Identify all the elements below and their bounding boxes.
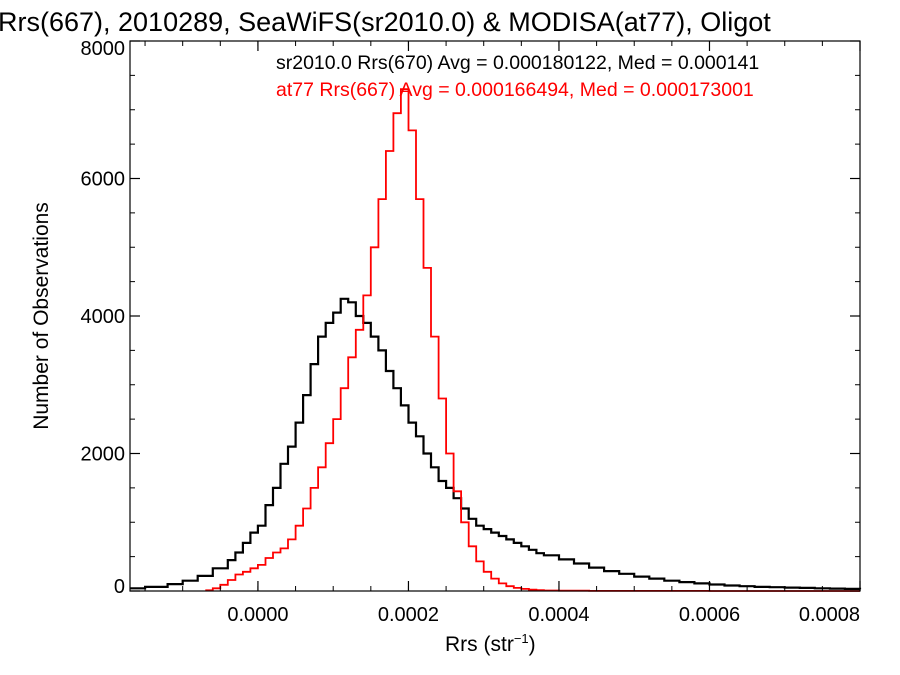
y-axis-label: Number of Observations bbox=[30, 202, 53, 430]
y-ticks: 0 2000 4000 6000 8000 bbox=[81, 38, 860, 598]
x-tick-label: 0.0002 bbox=[378, 604, 439, 626]
series-line-0 bbox=[130, 297, 862, 590]
legend: sr2010.0 Rrs(670) Avg = 0.000180122, Med… bbox=[276, 52, 759, 101]
x-tick-label: 0.0008 bbox=[799, 604, 860, 626]
y-tick-label: 6000 bbox=[81, 169, 126, 191]
x-tick-label: 0.0004 bbox=[528, 604, 589, 626]
plot-series bbox=[130, 88, 862, 592]
x-tick-label: 0.0006 bbox=[679, 604, 740, 626]
x-axis-label: Rrs (str−1) bbox=[445, 631, 536, 656]
legend-entry: at77 Rrs(667) Avg = 0.000166494, Med = 0… bbox=[276, 79, 754, 101]
series-line-1 bbox=[205, 88, 860, 592]
x-axis-label-main: Rrs (str bbox=[445, 633, 514, 656]
y-tick-label: 0 bbox=[114, 576, 125, 598]
y-tick-label: 4000 bbox=[81, 306, 126, 328]
x-axis-label-superscript: −1 bbox=[514, 631, 529, 646]
y-tick-label: 2000 bbox=[81, 444, 126, 466]
legend-entry: sr2010.0 Rrs(670) Avg = 0.000180122, Med… bbox=[276, 52, 759, 74]
x-tick-label: 0.0000 bbox=[227, 604, 288, 626]
x-axis-label-close: ) bbox=[529, 633, 536, 656]
y-tick-label: 8000 bbox=[81, 38, 126, 60]
x-ticks: 0.0000 0.0002 0.0004 0.0006 0.0008 bbox=[144, 41, 861, 626]
chart-title: Rrs(667), 2010289, SeaWiFS(sr2010.0) & M… bbox=[0, 7, 771, 37]
